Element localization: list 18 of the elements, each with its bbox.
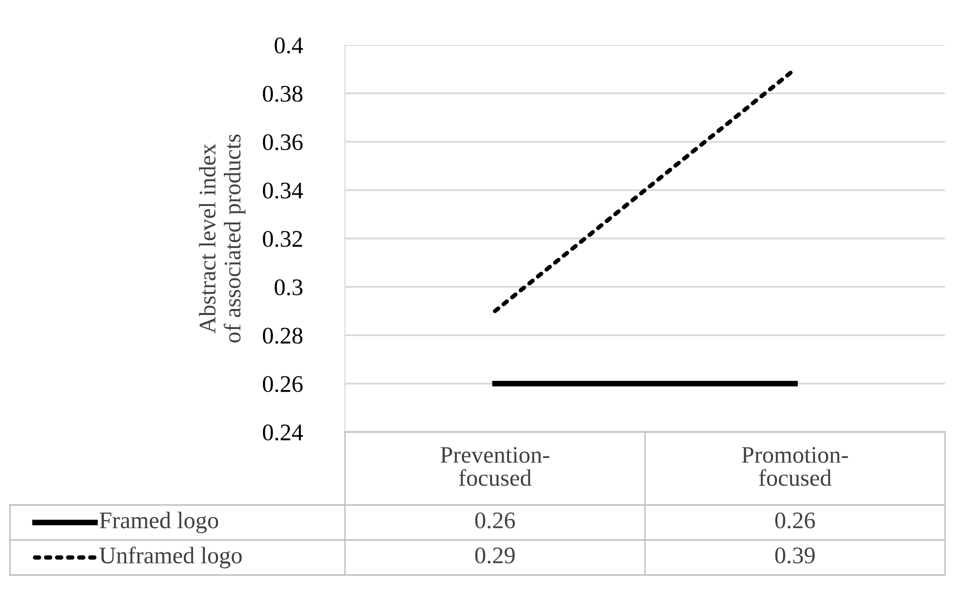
legend-label: Framed logo xyxy=(100,512,218,534)
data-label: 0.29 xyxy=(475,547,515,564)
y-tick-label: 0.3 xyxy=(274,279,302,296)
data-label: 0.39 xyxy=(775,547,815,564)
data-label: 0.26 xyxy=(775,512,815,529)
data-label: 0.26 xyxy=(475,512,515,529)
y-axis-title: Abstract level index of associated products xyxy=(198,134,246,343)
x-tick-label: Prevention- focused xyxy=(440,447,550,486)
x-tick-label: Promotion- focused xyxy=(742,447,848,486)
y-tick-label: 0.34 xyxy=(262,182,303,199)
y-tick-label: 0.36 xyxy=(262,134,303,150)
y-tick-label: 0.28 xyxy=(262,328,302,344)
y-tick-label: 0.38 xyxy=(262,86,302,102)
y-tick-label: 0.26 xyxy=(262,376,303,392)
y-tick-label: 0.24 xyxy=(262,424,303,441)
y-tick-label: 0.32 xyxy=(262,230,302,248)
legend-label: Unframed logo xyxy=(99,546,242,568)
y-tick-label: 0.4 xyxy=(274,37,303,54)
